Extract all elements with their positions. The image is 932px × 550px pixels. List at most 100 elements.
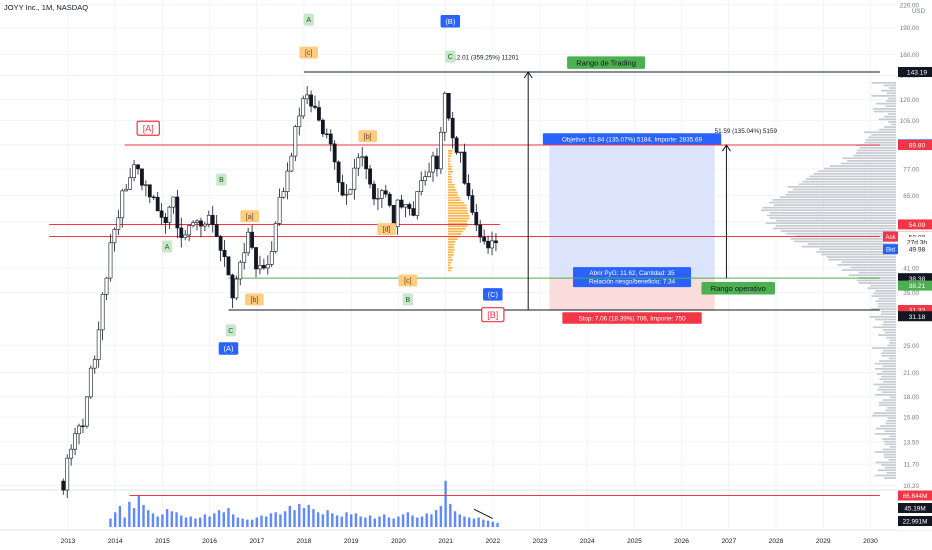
volume-bar <box>283 511 287 527</box>
candle-body <box>195 220 199 223</box>
candle <box>368 165 372 189</box>
candle <box>356 153 361 177</box>
wave-label-bg <box>701 281 775 295</box>
candle <box>258 255 262 275</box>
volume-bar <box>279 514 282 527</box>
candle <box>431 151 435 182</box>
profile-bar <box>880 425 896 427</box>
volume-bar <box>482 519 485 527</box>
candle <box>73 427 77 456</box>
volume-bar <box>213 513 216 527</box>
candle-body <box>332 143 337 163</box>
measure-label: 51.59 (135.04%) 5159 <box>715 128 778 135</box>
wave-label: [b] <box>358 130 378 143</box>
chart-title: JOYY Inc., 1M, NASDAQ <box>4 3 89 12</box>
profile-mid-bar <box>447 220 468 222</box>
wave-label: [d] <box>377 223 396 236</box>
volume-bar <box>458 514 461 527</box>
price-tick: 120.00 <box>900 97 920 104</box>
candle <box>206 210 211 228</box>
profile-bar <box>871 134 896 136</box>
candle <box>77 423 81 445</box>
volume-bar <box>420 516 424 527</box>
wave-label-bg <box>358 130 378 143</box>
candle-body <box>297 115 302 128</box>
target-label-text: Objetivo: 51.84 (135.07%) 5184, Importe:… <box>562 136 703 143</box>
profile-bar <box>874 433 896 435</box>
profile-bar <box>880 310 896 313</box>
volume-bar <box>137 495 140 527</box>
profile-bar <box>891 123 896 126</box>
candle-body <box>218 236 223 251</box>
price-label-bg <box>898 280 932 291</box>
volume-bar <box>453 511 457 527</box>
profile-bar <box>879 401 896 404</box>
profile-bar <box>837 264 896 266</box>
candle-body <box>317 107 321 121</box>
volume-bar <box>321 514 325 527</box>
profile-mid-bar <box>447 178 452 181</box>
profile-mid-bar <box>447 170 454 173</box>
volume-bar <box>170 511 174 527</box>
price-label-bg <box>898 140 932 151</box>
profile-bar <box>773 204 896 206</box>
price-label-bg <box>898 244 932 255</box>
wave-label: C <box>225 324 236 337</box>
candle <box>313 95 317 110</box>
candle <box>128 168 133 191</box>
measure-tools: 112.01 (359.25%) 11201 51.59 (135.04%) 51… <box>450 55 777 310</box>
candle <box>285 162 290 200</box>
time-tick: 2014 <box>108 538 123 545</box>
profile-bar <box>848 274 896 277</box>
volume-bar <box>477 517 480 527</box>
price-tick: 77.00 <box>903 167 919 174</box>
volume-bar <box>198 517 202 527</box>
volume-bar <box>147 510 150 527</box>
profile-bar <box>883 456 896 459</box>
candle <box>147 184 152 204</box>
profile-bar <box>873 292 896 295</box>
profile-mid-bar <box>447 251 454 254</box>
profile-bar <box>760 209 896 212</box>
price-label-bg <box>898 305 932 315</box>
candle-body <box>167 206 172 224</box>
target-zone <box>549 145 715 279</box>
wave-label-bg <box>402 293 413 306</box>
candle-body <box>147 184 152 198</box>
pnl-label: Abrir PyG: 11.62, Cantidad: 35 Relación r… <box>573 267 692 288</box>
volume-bar <box>416 517 419 527</box>
profile-bar <box>886 472 896 474</box>
candle-body <box>340 182 345 196</box>
bid-tag: Bid <box>883 244 898 255</box>
profile-bar <box>882 349 896 352</box>
candle-body <box>65 457 70 491</box>
price-label-bg <box>898 67 932 77</box>
profile-bar <box>884 443 896 446</box>
candle-body <box>183 234 188 238</box>
profile-bar <box>787 191 896 193</box>
profile-mid-bar <box>447 181 452 183</box>
candle <box>462 143 467 185</box>
target-label: Objetivo: 51.84 (135.07%) 5184, Importe:… <box>542 133 722 145</box>
profile-bar <box>882 365 896 368</box>
profile-bar <box>881 355 896 357</box>
candle-body <box>458 151 463 154</box>
profile-bar <box>884 466 896 469</box>
candle-body <box>348 189 353 195</box>
profile-bar <box>882 329 896 331</box>
profile-bar <box>881 375 896 378</box>
profile-bar <box>884 115 896 118</box>
wave-label-text: [b] <box>251 297 259 304</box>
candle-body <box>273 223 278 252</box>
candle-body <box>84 396 89 427</box>
price-axis: USD220.00190.00160.00140.00120.00105.009… <box>883 0 932 530</box>
price-axis-bg <box>898 0 932 530</box>
profile-bar <box>868 136 896 139</box>
price-label: 54.09 <box>898 219 932 230</box>
volume-bar <box>203 514 207 527</box>
price-label-text: 31.18 <box>909 314 926 321</box>
profile-bar <box>883 453 896 456</box>
candle <box>159 203 164 226</box>
price-label-text: 38.38 <box>909 276 926 283</box>
